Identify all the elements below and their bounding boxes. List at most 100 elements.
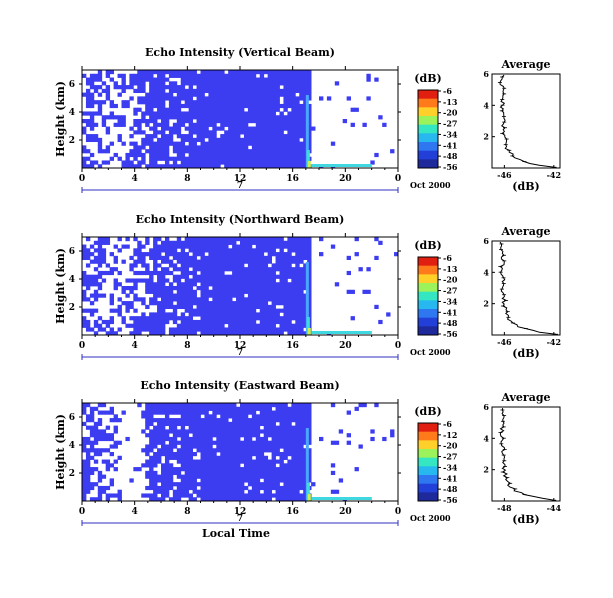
- date-tick-label: 7: [237, 181, 243, 191]
- date-caption: Oct 2000: [410, 513, 451, 523]
- y-axis-label: Height (km): [54, 414, 67, 490]
- colorbar-frame: [417, 256, 439, 336]
- colorbar-segment: [418, 440, 438, 450]
- x-tick-label: 4: [132, 507, 138, 517]
- colorbar-frame: [417, 422, 439, 502]
- colorbar-segment: [418, 483, 438, 493]
- profile-x-label: -42: [547, 337, 561, 347]
- colorbar-label: -6: [443, 419, 452, 429]
- y-axis-label: Height (km): [54, 81, 67, 157]
- echo-trail: [311, 497, 372, 500]
- profile-title: Average: [500, 225, 550, 238]
- profile-x-label: -44: [547, 503, 562, 513]
- profile-xlabel: (dB): [512, 513, 539, 526]
- profile-y-label: 4: [483, 267, 489, 277]
- colorbar-segment: [418, 283, 438, 293]
- y-tick-label: 4: [69, 275, 75, 285]
- panel-1: Echo Intensity (Vertical Beam) 6 4 2Height …: [54, 46, 561, 193]
- y-tick-label: 6: [69, 80, 75, 90]
- profile-xlabel: (dB): [512, 180, 539, 193]
- colorbar-segment: [418, 142, 438, 152]
- y-tick-label: 6: [69, 413, 75, 423]
- colorbar-segment: [418, 133, 438, 143]
- profile-frame: [491, 240, 561, 336]
- colorbar-label: -13: [443, 264, 458, 274]
- colorbar-label: -48: [443, 318, 458, 328]
- colorbar-segment: [418, 326, 438, 336]
- profile-y-label: 2: [483, 465, 489, 475]
- colorbar-segment: [418, 300, 438, 310]
- profile-y-label: 2: [483, 299, 489, 309]
- profile-y-label: 6: [483, 402, 489, 412]
- colorbar-segment: [418, 124, 438, 134]
- x-tick-label: 12: [234, 341, 247, 351]
- profile-x-label: -48: [497, 503, 512, 513]
- x-tick-label: 8: [184, 341, 190, 351]
- colorbar-segment: [418, 475, 438, 485]
- colorbar-label: -27: [443, 119, 457, 129]
- echo-trail: [311, 164, 372, 167]
- x-tick-label: 16: [286, 507, 299, 517]
- date-caption: Oct 2000: [410, 180, 451, 190]
- y-tick-label: 4: [69, 441, 75, 451]
- echo-streak: [305, 428, 309, 501]
- profile-frame: [491, 406, 561, 502]
- profile-y-label: 6: [483, 69, 489, 79]
- colorbar-label: -56: [443, 162, 458, 172]
- echo-streak: [305, 95, 309, 168]
- colorbar-segment: [418, 291, 438, 301]
- profile-x-label: -46: [497, 337, 512, 347]
- profile-x-label: -42: [547, 170, 561, 180]
- colorbar-segment: [418, 274, 438, 284]
- y-tick-label: 6: [69, 247, 75, 257]
- x-tick-label: 0: [395, 174, 401, 184]
- panel-title: Echo Intensity (Vertical Beam): [145, 46, 335, 59]
- colorbar-label: -48: [443, 484, 458, 494]
- colorbar-label: -13: [443, 97, 458, 107]
- x-tick-label: 12: [234, 507, 247, 517]
- x-tick-label: 4: [132, 341, 138, 351]
- echo-streak: [305, 262, 309, 335]
- colorbar-label: -12: [443, 430, 457, 440]
- colorbar-label: -20: [443, 275, 458, 285]
- x-tick-label: 8: [184, 174, 190, 184]
- y-tick-label: 2: [69, 136, 75, 146]
- echo-trail: [311, 331, 372, 334]
- colorbar-label: -20: [443, 441, 458, 451]
- x-tick-label: 0: [79, 341, 85, 351]
- profile-y-label: 4: [483, 100, 489, 110]
- x-tick-label: 0: [395, 341, 401, 351]
- colorbar-label: -27: [443, 452, 457, 462]
- colorbar-label: -41: [443, 140, 457, 150]
- y-tick-label: 4: [69, 108, 75, 118]
- colorbar-segment: [418, 90, 438, 100]
- colorbar-unit: (dB): [414, 405, 441, 418]
- colorbar-segment: [418, 257, 438, 267]
- x-tick-label: 16: [286, 341, 299, 351]
- y-tick-label: 2: [69, 303, 75, 313]
- colorbar-label: -27: [443, 286, 457, 296]
- colorbar-segment: [418, 116, 438, 126]
- x-tick-label: 20: [339, 507, 352, 517]
- colorbar-label: -6: [443, 253, 452, 263]
- colorbar-label: -48: [443, 151, 458, 161]
- profile-y-label: 6: [483, 236, 489, 246]
- colorbar-label: -34: [443, 129, 458, 139]
- y-tick-label: 2: [69, 469, 75, 479]
- colorbar-segment: [418, 107, 438, 117]
- colorbar-segment: [418, 466, 438, 476]
- x-tick-label: 12: [234, 174, 247, 184]
- x-axis-label: Local Time: [202, 527, 270, 540]
- colorbar-segment: [418, 265, 438, 275]
- colorbar-unit: (dB): [414, 239, 441, 252]
- panel-3: Echo Intensity (Eastward Beam)642Height …: [54, 379, 561, 540]
- x-tick-label: 20: [339, 174, 352, 184]
- colorbar-segment: [418, 159, 438, 169]
- colorbar-frame: [417, 89, 439, 169]
- colorbar-label: -6: [443, 86, 452, 96]
- x-tick-label: 0: [395, 507, 401, 517]
- profile-xlabel: (dB): [512, 347, 539, 360]
- colorbar-unit: (dB): [414, 72, 441, 85]
- date-tick-label: 7: [237, 514, 243, 524]
